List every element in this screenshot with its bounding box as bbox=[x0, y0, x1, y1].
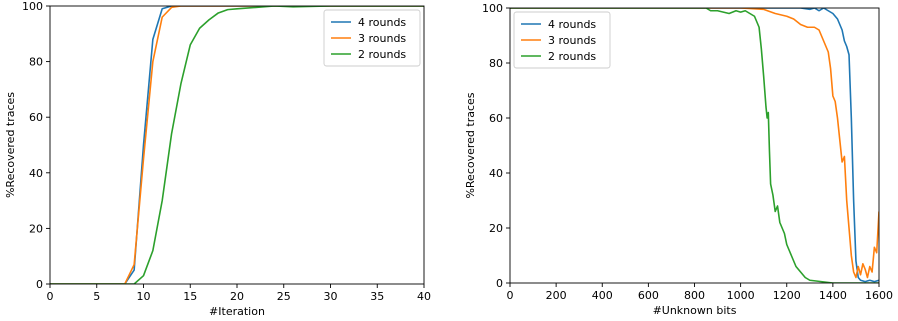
y-axis-label: %Recovered traces bbox=[464, 92, 477, 198]
legend-label: 2 rounds bbox=[548, 50, 596, 63]
legend-label: 4 rounds bbox=[358, 16, 406, 29]
series-line-4-rounds bbox=[50, 6, 424, 284]
y-tick-label: 40 bbox=[29, 167, 43, 180]
y-tick-label: 80 bbox=[29, 56, 43, 69]
y-axis-label: %Recovered traces bbox=[4, 92, 17, 198]
x-tick-label: 20 bbox=[230, 290, 244, 303]
series-line-3-rounds bbox=[50, 6, 424, 284]
legend-label: 3 rounds bbox=[548, 34, 596, 47]
x-tick-label: 1600 bbox=[865, 289, 893, 302]
y-tick-label: 100 bbox=[22, 0, 43, 13]
legend-box bbox=[323, 9, 421, 67]
y-tick-label: 40 bbox=[489, 167, 503, 180]
series-line-4-rounds bbox=[510, 8, 879, 283]
x-tick-label: 400 bbox=[592, 289, 613, 302]
chart-left-iterations: 0 5 10 15 20 25 30 35 40 0 20 40 60 80 100 #Iteration %R… bbox=[4, 0, 431, 318]
y-tick-label: 60 bbox=[29, 111, 43, 124]
x-axis-label: #Unknown bits bbox=[653, 304, 737, 317]
x-tick-label: 1400 bbox=[819, 289, 847, 302]
y-tick-label: 0 bbox=[36, 278, 43, 291]
x-tick-label: 30 bbox=[324, 290, 338, 303]
x-tick-label: 15 bbox=[183, 290, 197, 303]
legend: 4 rounds 3 rounds 2 rounds bbox=[323, 9, 421, 67]
series-group bbox=[510, 8, 879, 283]
x-tick-label: 800 bbox=[684, 289, 705, 302]
legend: 4 rounds 3 rounds 2 rounds bbox=[513, 11, 611, 69]
x-axis-label: #Iteration bbox=[209, 305, 265, 318]
x-tick-label: 25 bbox=[277, 290, 291, 303]
y-tick-label: 20 bbox=[489, 222, 503, 235]
legend-label: 3 rounds bbox=[358, 32, 406, 45]
y-tick-label: 100 bbox=[482, 2, 503, 15]
y-tick-label: 0 bbox=[496, 277, 503, 290]
x-tick-label: 200 bbox=[546, 289, 567, 302]
x-tick-label: 0 bbox=[507, 289, 514, 302]
series-line-3-rounds bbox=[510, 8, 879, 279]
legend-box bbox=[513, 11, 611, 69]
chart-right-unknown-bits: 0 200 400 600 800 1000 1200 1400 1600 0 20 40 60 80 10… bbox=[464, 2, 893, 317]
x-tick-label: 600 bbox=[638, 289, 659, 302]
x-tick-label: 10 bbox=[137, 290, 151, 303]
x-tick-label: 5 bbox=[93, 290, 100, 303]
series-line-2-rounds bbox=[510, 8, 879, 283]
legend-label: 2 rounds bbox=[358, 48, 406, 61]
y-tick-label: 60 bbox=[489, 112, 503, 125]
x-tick-label: 1000 bbox=[727, 289, 755, 302]
x-tick-label: 40 bbox=[417, 290, 431, 303]
legend-label: 4 rounds bbox=[548, 18, 596, 31]
y-tick-label: 20 bbox=[29, 222, 43, 235]
x-tick-label: 35 bbox=[370, 290, 384, 303]
x-tick-label: 0 bbox=[47, 290, 54, 303]
y-tick-label: 80 bbox=[489, 57, 503, 70]
x-tick-label: 1200 bbox=[773, 289, 801, 302]
